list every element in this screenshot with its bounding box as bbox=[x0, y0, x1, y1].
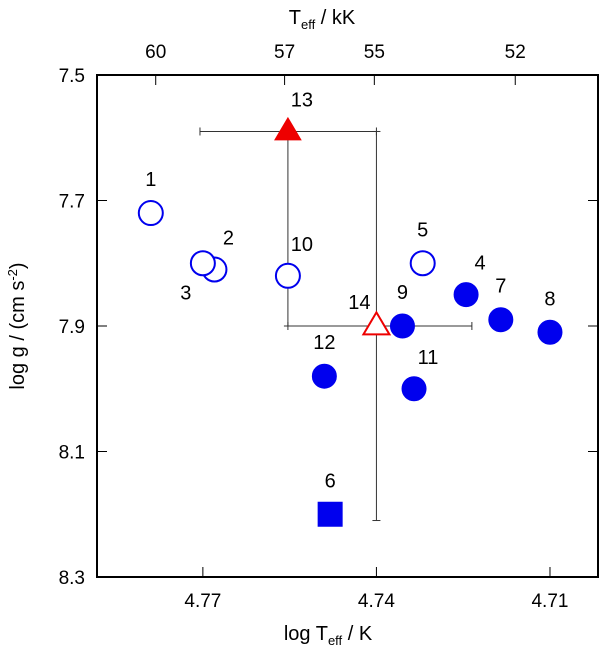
data-point-3 bbox=[189, 250, 216, 277]
point-label-1: 1 bbox=[145, 169, 156, 191]
point-label-4: 4 bbox=[475, 253, 486, 275]
data-point-4 bbox=[453, 282, 479, 308]
x2-tick-label-60: 60 bbox=[145, 42, 166, 63]
data-point-12 bbox=[311, 363, 337, 389]
data-point-7 bbox=[488, 307, 514, 333]
y-tick-label-8.3: 8.3 bbox=[59, 568, 85, 589]
data-point-11 bbox=[401, 376, 427, 402]
point-label-5: 5 bbox=[417, 219, 428, 241]
data-point-13 bbox=[274, 116, 302, 141]
point-label-9: 9 bbox=[397, 282, 408, 304]
data-point-6 bbox=[317, 501, 343, 527]
point-label-11: 11 bbox=[418, 347, 439, 369]
x-axis-title: log Teff / K bbox=[284, 623, 373, 648]
y-tick-label-7.9: 7.9 bbox=[59, 317, 85, 338]
point-label-13: 13 bbox=[291, 89, 313, 111]
point-label-3: 3 bbox=[180, 282, 191, 304]
point-label-14: 14 bbox=[348, 292, 370, 314]
points-layer bbox=[137, 116, 563, 527]
x-tick-label-4.74: 4.74 bbox=[358, 591, 395, 612]
point-label-10: 10 bbox=[291, 234, 313, 256]
y-axis-title: log g / (cm s-2) bbox=[5, 262, 29, 389]
x2-axis-title: Teff / kK bbox=[289, 7, 356, 32]
x-tick-label-4.71: 4.71 bbox=[531, 591, 568, 612]
x-tick-label-4.77: 4.77 bbox=[184, 591, 221, 612]
point-label-2: 2 bbox=[223, 228, 234, 250]
data-point-8 bbox=[537, 319, 563, 345]
point-label-12: 12 bbox=[313, 332, 335, 354]
x2-tick-label-52: 52 bbox=[505, 42, 526, 63]
point-label-8: 8 bbox=[544, 288, 555, 310]
x2-tick-label-57: 57 bbox=[274, 42, 295, 63]
data-point-14 bbox=[361, 310, 392, 336]
data-point-1 bbox=[137, 200, 164, 227]
y-tick-label-7.7: 7.7 bbox=[59, 192, 85, 213]
data-point-9 bbox=[389, 313, 415, 339]
data-point-5 bbox=[409, 250, 436, 277]
y-tick-label-8.1: 8.1 bbox=[59, 443, 85, 464]
point-label-7: 7 bbox=[495, 276, 506, 298]
x2-tick-label-55: 55 bbox=[364, 42, 385, 63]
point-label-6: 6 bbox=[325, 470, 336, 492]
errorbar-layer bbox=[199, 127, 473, 522]
data-point-10 bbox=[274, 262, 301, 289]
y-tick-label-7.5: 7.5 bbox=[59, 66, 85, 87]
